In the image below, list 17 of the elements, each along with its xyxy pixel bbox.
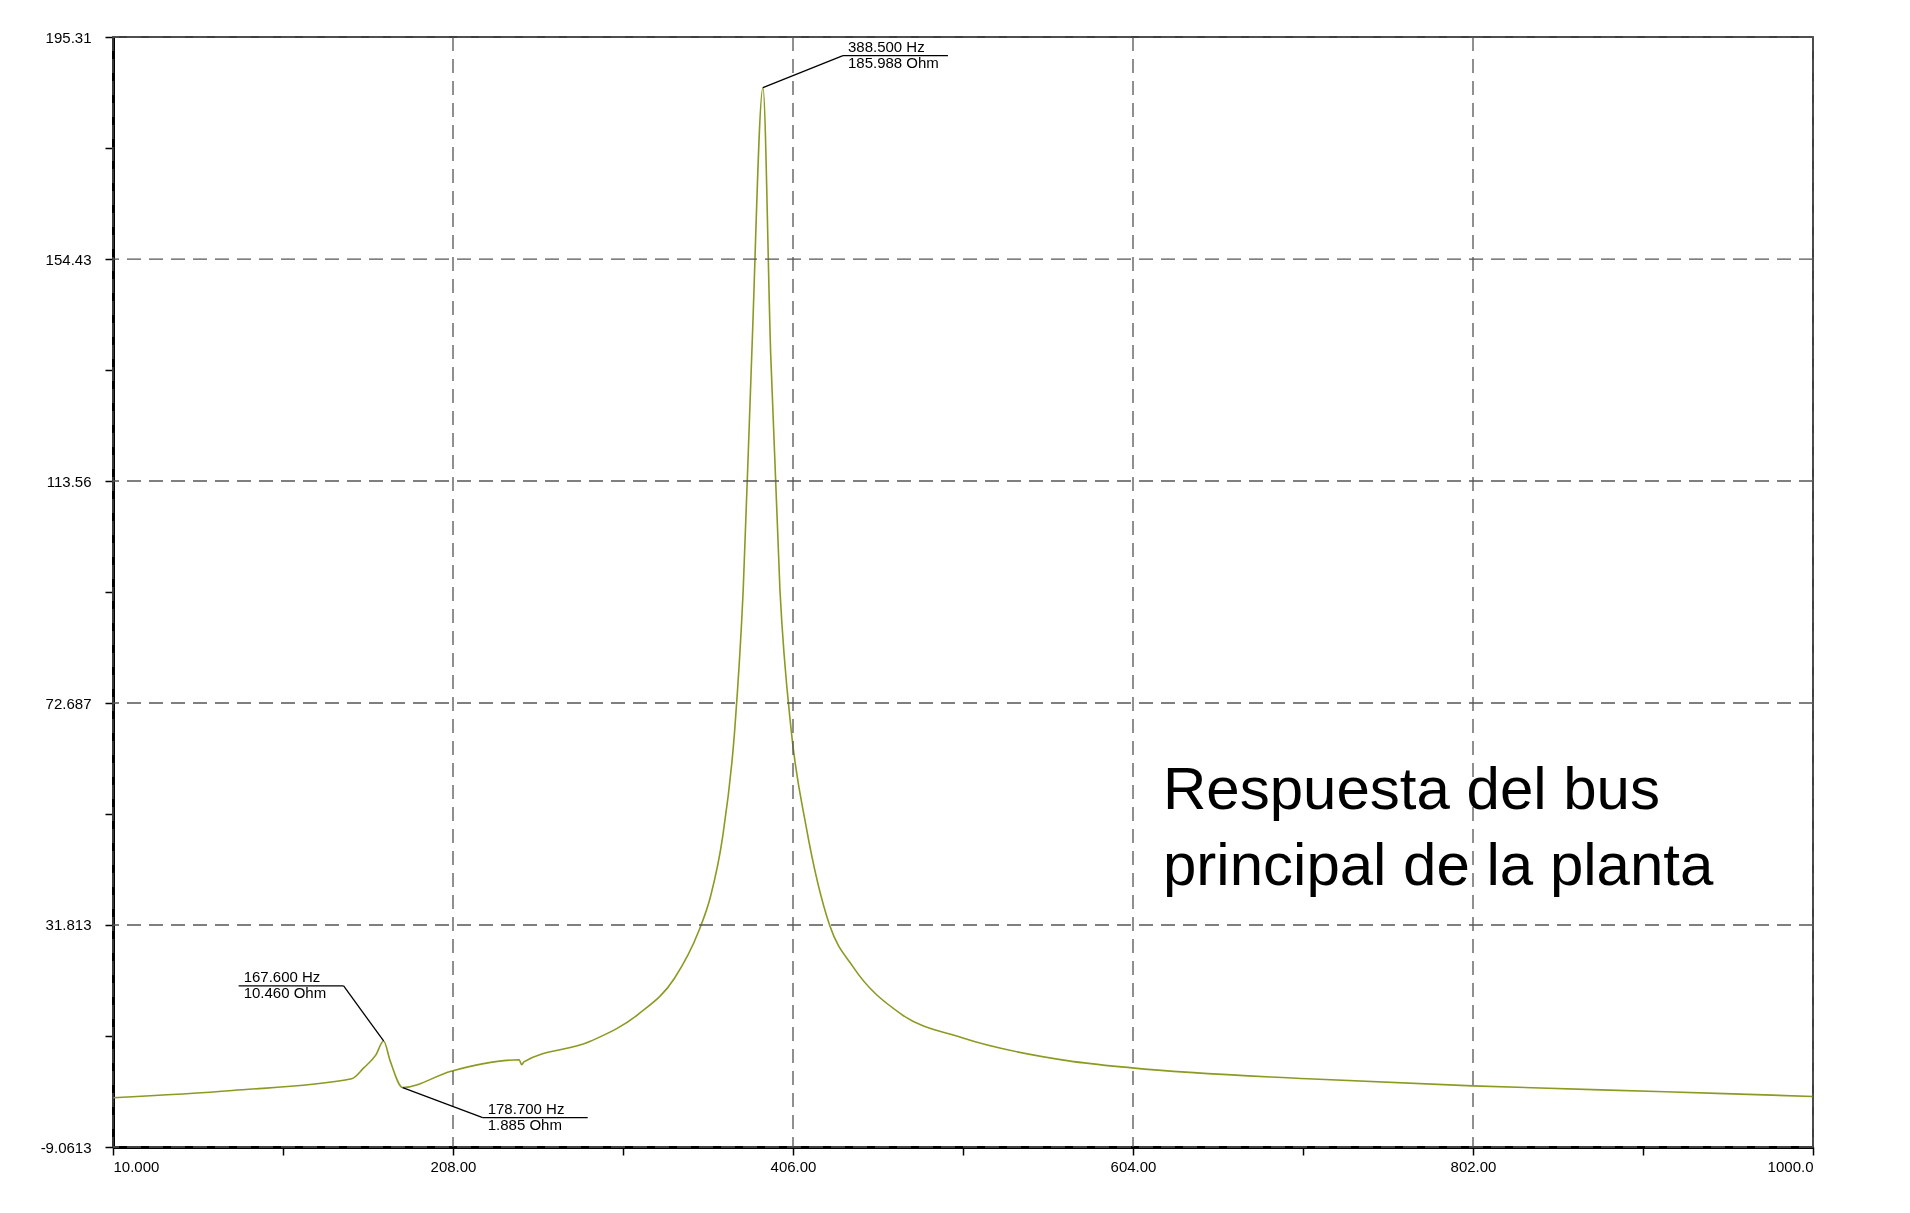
annotation: 167.600 Hz 10.460 Ohm — [243, 967, 327, 1001]
x-tick-label: 1000.0 — [1767, 1157, 1814, 1175]
x-tick-label: 10.000 — [113, 1157, 160, 1175]
annotation: 388.500 Hz 185.988 Ohm — [847, 37, 939, 71]
y-tick-label: 72.687 — [45, 694, 92, 712]
y-tick-label: 31.813 — [45, 916, 92, 934]
x-tick-label: 802.00 — [1450, 1157, 1497, 1175]
y-tick-label: 154.43 — [45, 250, 92, 268]
x-tick-label: 604.00 — [1110, 1157, 1157, 1175]
y-tick-label: -9.0613 — [40, 1138, 92, 1156]
y-tick-label: 195.31 — [45, 28, 92, 46]
x-tick-label: 208.00 — [430, 1157, 477, 1175]
annotation: Respuesta del bus principal de la planta — [1163, 755, 1714, 898]
y-tick-label: 113.56 — [46, 472, 92, 490]
annotation: 178.700 Hz 1.885 Ohm — [487, 1099, 565, 1133]
line-series — [112, 86, 1814, 1099]
x-tick-label: 406.00 — [770, 1157, 817, 1175]
